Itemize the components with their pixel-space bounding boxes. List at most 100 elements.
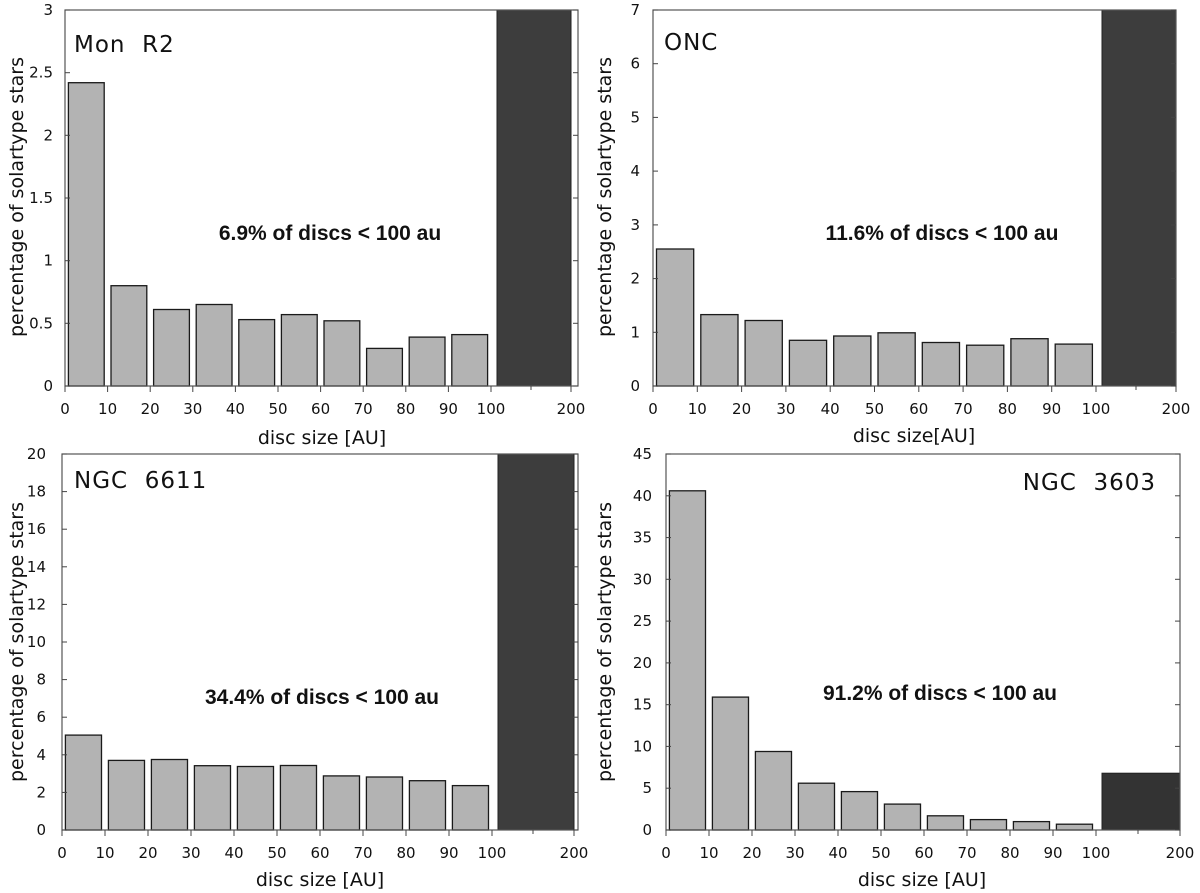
bar-ngc-6611-0-10 <box>64 734 103 831</box>
annotation-ngc-6611: 34.4% of discs < 100 au <box>205 686 439 709</box>
bar-onc-40-50 <box>833 335 872 387</box>
ticks-mon-r2: 00.511.522.530 10 20 30 40 50 60 70 80 90 100 200 <box>29 1 585 418</box>
x-tick-label-mon-r2-20: 20 <box>141 400 160 418</box>
y-tick-label-mon-r2-2: 2 <box>43 126 53 144</box>
x-axis-label-mon-r2: disc size [AU] <box>258 427 386 449</box>
annotation-mon-r2: 6.9% of discs < 100 au <box>219 222 441 245</box>
y-tick-label-onc-2: 2 <box>630 270 640 288</box>
x-tick-label-ngc-3603-50: 50 <box>871 844 890 862</box>
bar-onc-0-10 <box>655 248 695 387</box>
x-tick-label-mon-r2-100: 100 <box>477 400 506 418</box>
x-tick-label-ngc-6611-80: 80 <box>396 844 415 862</box>
bars-mon-r2 <box>67 9 572 387</box>
y-axis-label-mon-r2: percentage of solartype stars <box>6 57 28 337</box>
x-tick-label-onc-40: 40 <box>821 400 840 418</box>
x-tick-label-onc-0: 0 <box>648 400 658 418</box>
bar-ngc-6611-40-50 <box>236 765 275 831</box>
y-tick-label-ngc-6611-16: 16 <box>27 520 46 538</box>
x-tick-label-ngc-6611-200: 200 <box>560 844 589 862</box>
y-tick-label-ngc-6611-12: 12 <box>27 595 46 613</box>
bar-ngc-6611-30-40 <box>193 765 232 831</box>
bar-ngc-6611-50-60 <box>279 764 318 831</box>
bar-ngc-3603-10-20 <box>711 696 750 831</box>
y-tick-label-ngc-3603-25: 25 <box>633 612 652 630</box>
panel-title-ngc-3603: NGC 3603 <box>1023 470 1156 496</box>
y-tick-label-mon-r2-1: 1 <box>43 252 53 270</box>
x-tick-label-mon-r2-40: 40 <box>226 400 245 418</box>
bar-onc-70-80 <box>965 344 1005 387</box>
y-tick-label-ngc-3603-10: 10 <box>633 737 652 755</box>
x-tick-label-mon-r2-90: 90 <box>439 400 458 418</box>
y-tick-label-ngc-3603-5: 5 <box>642 779 652 797</box>
y-tick-label-ngc-3603-15: 15 <box>633 696 652 714</box>
y-tick-label-onc-0: 0 <box>630 377 640 395</box>
x-tick-label-onc-80: 80 <box>998 400 1017 418</box>
x-tick-label-ngc-3603-0: 0 <box>661 844 671 862</box>
annotation-onc: 11.6% of discs < 100 au <box>826 222 1059 245</box>
y-tick-label-ngc-3603-35: 35 <box>633 529 652 547</box>
x-tick-label-onc-200: 200 <box>1162 400 1191 418</box>
x-tick-label-onc-90: 90 <box>1042 400 1061 418</box>
x-tick-label-ngc-3603-90: 90 <box>1043 844 1062 862</box>
y-tick-label-mon-r2-1.5: 1.5 <box>29 189 53 207</box>
bar-ngc-6611-10-20 <box>107 759 146 831</box>
bar-ngc-6611-20-30 <box>150 758 189 831</box>
ticks-ngc-3603: 0 5 10 15 20 25 30 35 40 45 0 10 20 30 40 50 60 70 80 90 100… <box>633 445 1194 862</box>
bar-mon-r2-10-20 <box>110 285 148 387</box>
bar-ngc-3603-90-100 <box>1055 823 1094 831</box>
y-tick-label-ngc-3603-30: 30 <box>633 570 652 588</box>
panel-title-ngc-6611: NGC 6611 <box>74 468 207 494</box>
x-tick-label-ngc-3603-30: 30 <box>785 844 804 862</box>
bar-ngc-3603-20-30 <box>754 750 793 831</box>
y-tick-label-ngc-3603-40: 40 <box>633 487 652 505</box>
x-tick-label-onc-30: 30 <box>776 400 795 418</box>
bar-ngc-3603-0-10 <box>668 490 707 831</box>
bar-mon-r2-80-90 <box>408 336 446 387</box>
x-tick-label-ngc-3603-40: 40 <box>828 844 847 862</box>
x-axis-label-onc: disc size[AU] <box>853 425 975 447</box>
x-tick-label-mon-r2-80: 80 <box>396 400 415 418</box>
bar-onc-80-90 <box>1010 338 1049 387</box>
y-tick-label-ngc-6611-0: 0 <box>36 821 46 839</box>
bar-ngc-3603-70-80 <box>969 818 1008 831</box>
bar-mon-r2-90-100 <box>451 333 489 387</box>
x-tick-label-ngc-6611-20: 20 <box>138 844 157 862</box>
bar-onc-50-60 <box>877 332 916 387</box>
bar-ngc-3603-40-50 <box>840 790 879 831</box>
x-tick-label-ngc-3603-10: 10 <box>699 844 718 862</box>
x-tick-label-ngc-6611-90: 90 <box>439 844 458 862</box>
y-axis-label-onc: percentage of solartype stars <box>594 57 616 337</box>
bar-ngc-6611-60-70 <box>322 775 361 831</box>
bar-ngc-3603-50-60 <box>883 803 922 831</box>
bar-ngc-6611-80-90 <box>408 780 447 831</box>
x-tick-label-ngc-3603-100: 100 <box>1082 844 1111 862</box>
y-tick-label-ngc-6611-14: 14 <box>27 558 46 576</box>
bar-ngc-6611-100-200 <box>497 453 575 831</box>
x-tick-label-ngc-6611-10: 10 <box>95 844 114 862</box>
y-tick-label-ngc-6611-18: 18 <box>27 483 46 501</box>
panel-mon-r2: 00.511.522.530 10 20 30 40 50 60 70 80 90 100 200 M… <box>6 1 585 449</box>
bar-ngc-6611-70-80 <box>365 776 404 831</box>
x-tick-label-mon-r2-0: 0 <box>60 400 70 418</box>
bar-mon-r2-40-50 <box>238 318 276 387</box>
bar-mon-r2-30-40 <box>195 303 233 387</box>
x-tick-label-ngc-6611-30: 30 <box>181 844 200 862</box>
x-tick-label-ngc-6611-40: 40 <box>224 844 243 862</box>
bar-onc-60-70 <box>921 341 961 387</box>
bar-onc-90-100 <box>1054 343 1094 387</box>
y-tick-label-ngc-6611-2: 2 <box>36 783 46 801</box>
bars-ngc-6611 <box>64 453 575 831</box>
x-tick-label-mon-r2-50: 50 <box>268 400 287 418</box>
y-tick-label-mon-r2-0.5: 0.5 <box>29 314 53 332</box>
x-tick-label-ngc-6611-50: 50 <box>267 844 286 862</box>
x-tick-label-mon-r2-30: 30 <box>183 400 202 418</box>
x-tick-label-ngc-6611-0: 0 <box>57 844 67 862</box>
bars-onc <box>655 9 1177 387</box>
x-tick-label-onc-50: 50 <box>865 400 884 418</box>
y-tick-label-mon-r2-3: 3 <box>43 1 53 19</box>
y-tick-label-ngc-6611-10: 10 <box>27 633 46 651</box>
x-tick-label-ngc-6611-60: 60 <box>310 844 329 862</box>
